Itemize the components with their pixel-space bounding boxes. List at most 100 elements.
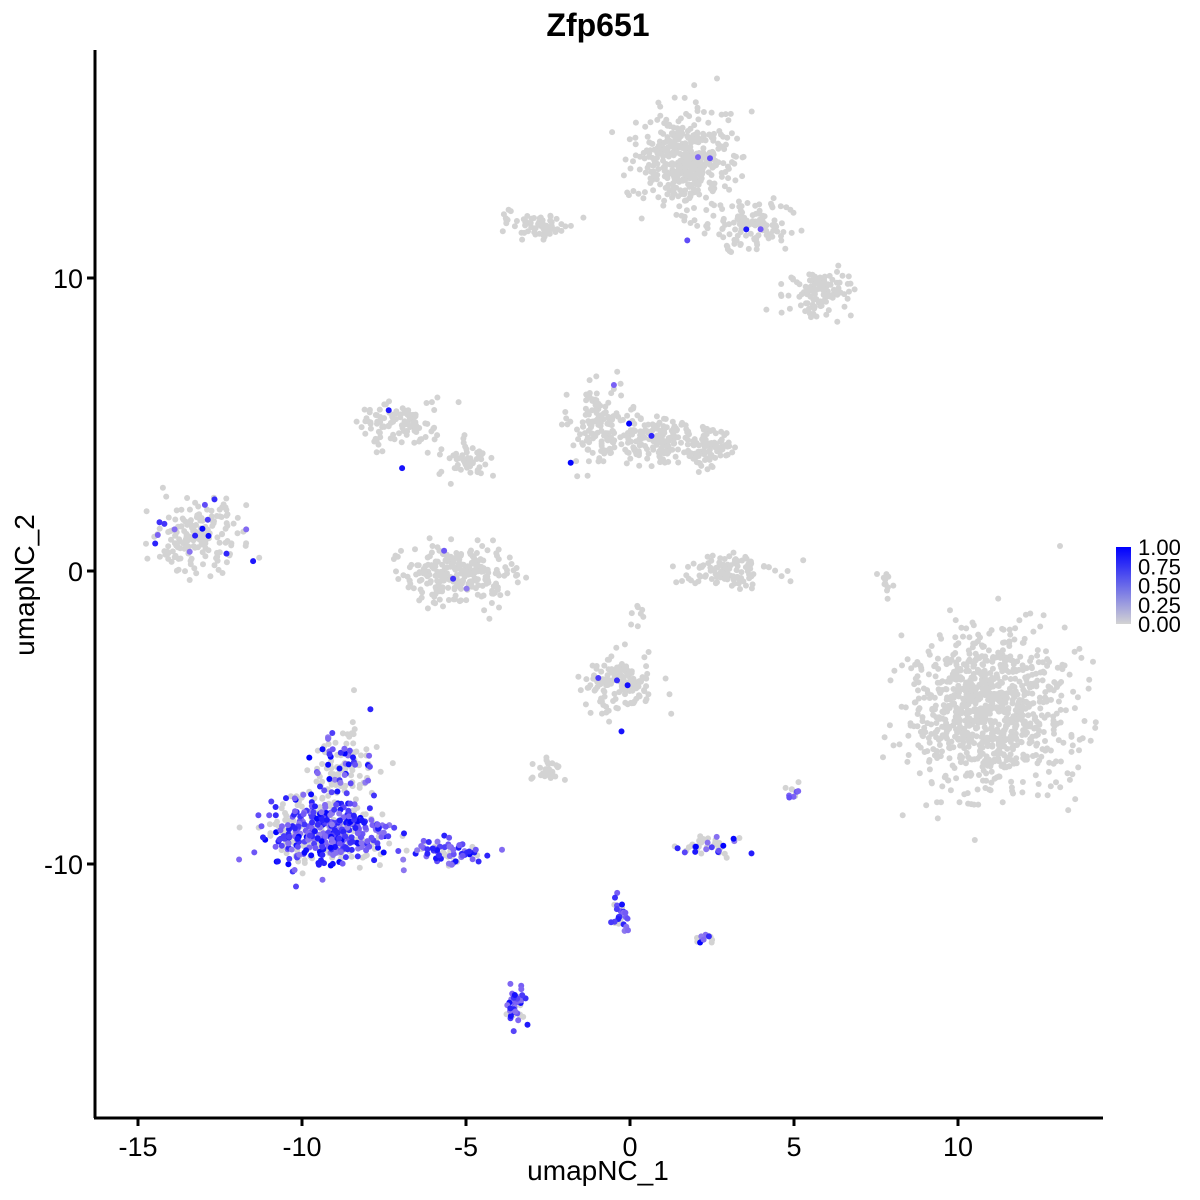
expressing-cell-point bbox=[425, 839, 432, 845]
cell-point bbox=[406, 414, 413, 421]
cell-point bbox=[661, 147, 668, 154]
cell-point bbox=[519, 236, 526, 243]
color-legend: 1.000.750.500.250.00 bbox=[1116, 535, 1181, 637]
colorbar-ticks: 1.000.750.500.250.00 bbox=[1138, 535, 1181, 637]
cell-point bbox=[841, 303, 848, 310]
cell-point bbox=[749, 212, 756, 219]
cell-point bbox=[726, 565, 733, 572]
cell-point bbox=[434, 432, 441, 439]
cell-point bbox=[497, 592, 504, 599]
cell-point bbox=[1003, 656, 1010, 663]
expressing-cell-point bbox=[223, 550, 230, 557]
cell-point bbox=[716, 444, 723, 451]
expressing-cell-point bbox=[250, 558, 257, 565]
expressing-cell-point bbox=[152, 540, 159, 547]
cell-point bbox=[537, 772, 544, 779]
expressing-cell-point bbox=[624, 915, 631, 922]
cell-point bbox=[603, 709, 610, 716]
cell-point bbox=[982, 670, 988, 677]
cell-point bbox=[598, 438, 605, 445]
cell-point bbox=[701, 448, 708, 455]
cell-point bbox=[655, 166, 662, 173]
expressing-cell-point bbox=[366, 843, 373, 850]
cell-point bbox=[990, 683, 997, 690]
x-tick-label: -5 bbox=[454, 1132, 478, 1162]
cell-point bbox=[562, 409, 569, 415]
cell-point bbox=[962, 731, 969, 738]
cell-point bbox=[575, 436, 582, 443]
cell-point bbox=[631, 698, 638, 705]
cell-point bbox=[932, 661, 939, 668]
cell-point bbox=[689, 167, 696, 173]
cell-point bbox=[935, 686, 942, 693]
cell-point bbox=[1065, 807, 1072, 814]
cell-point bbox=[829, 276, 836, 283]
expressing-cell-point bbox=[469, 856, 476, 863]
cell-point bbox=[980, 643, 987, 650]
cell-point bbox=[411, 439, 418, 446]
expressing-cell-point bbox=[315, 861, 322, 868]
cell-point bbox=[720, 215, 727, 222]
x-tick-label: -10 bbox=[282, 1132, 321, 1162]
expressing-cell-point bbox=[446, 834, 453, 841]
cell-point bbox=[702, 441, 709, 448]
cell-point bbox=[783, 204, 790, 211]
expressing-cell-point bbox=[308, 852, 315, 859]
cell-point bbox=[706, 456, 713, 463]
cell-point bbox=[1008, 734, 1015, 741]
cell-point bbox=[676, 203, 683, 210]
cell-point bbox=[463, 568, 469, 575]
expressing-cell-point bbox=[743, 226, 750, 233]
cell-point bbox=[756, 207, 763, 214]
cell-point bbox=[610, 428, 616, 435]
cell-point bbox=[178, 506, 185, 513]
cell-point bbox=[363, 746, 370, 753]
cell-point bbox=[551, 226, 558, 233]
cell-point bbox=[1034, 647, 1041, 654]
cell-point bbox=[986, 786, 993, 793]
cell-point bbox=[987, 670, 994, 676]
cell-point bbox=[459, 577, 466, 584]
cell-point bbox=[961, 791, 968, 798]
cell-point bbox=[967, 770, 974, 776]
cell-point bbox=[216, 539, 223, 546]
cell-point bbox=[1011, 636, 1018, 643]
cell-point bbox=[222, 539, 229, 546]
cell-point bbox=[471, 558, 478, 565]
cell-point bbox=[1047, 685, 1054, 691]
cell-point bbox=[593, 390, 600, 397]
expressing-cell-point bbox=[380, 849, 387, 856]
cell-point bbox=[514, 579, 521, 586]
cell-point bbox=[970, 660, 977, 667]
cell-point bbox=[589, 449, 596, 456]
cell-point bbox=[664, 134, 671, 141]
cell-point bbox=[934, 815, 941, 822]
cell-point bbox=[797, 302, 804, 309]
cell-point bbox=[979, 685, 986, 692]
cell-point bbox=[1033, 670, 1039, 677]
cell-point bbox=[737, 229, 744, 236]
cell-point bbox=[1027, 680, 1034, 687]
cell-point bbox=[456, 598, 463, 605]
cell-point bbox=[679, 578, 685, 584]
cell-point bbox=[704, 466, 711, 473]
cell-point bbox=[991, 775, 998, 782]
cell-point bbox=[598, 442, 605, 449]
cell-point bbox=[932, 729, 939, 736]
cell-point bbox=[428, 399, 435, 406]
cell-point bbox=[660, 130, 667, 137]
cell-point bbox=[619, 685, 626, 691]
cell-point bbox=[712, 444, 719, 451]
cell-point bbox=[611, 444, 618, 451]
expressing-cell-point bbox=[345, 761, 352, 768]
cell-point bbox=[690, 186, 697, 193]
cell-point bbox=[400, 572, 407, 579]
cell-point bbox=[681, 191, 688, 198]
cell-point bbox=[1007, 739, 1014, 745]
expressing-cell-point bbox=[757, 226, 764, 233]
cell-point bbox=[880, 754, 886, 761]
cell-point bbox=[954, 688, 961, 694]
cell-point bbox=[173, 507, 180, 514]
cell-point bbox=[743, 555, 750, 562]
cell-point bbox=[708, 452, 715, 458]
